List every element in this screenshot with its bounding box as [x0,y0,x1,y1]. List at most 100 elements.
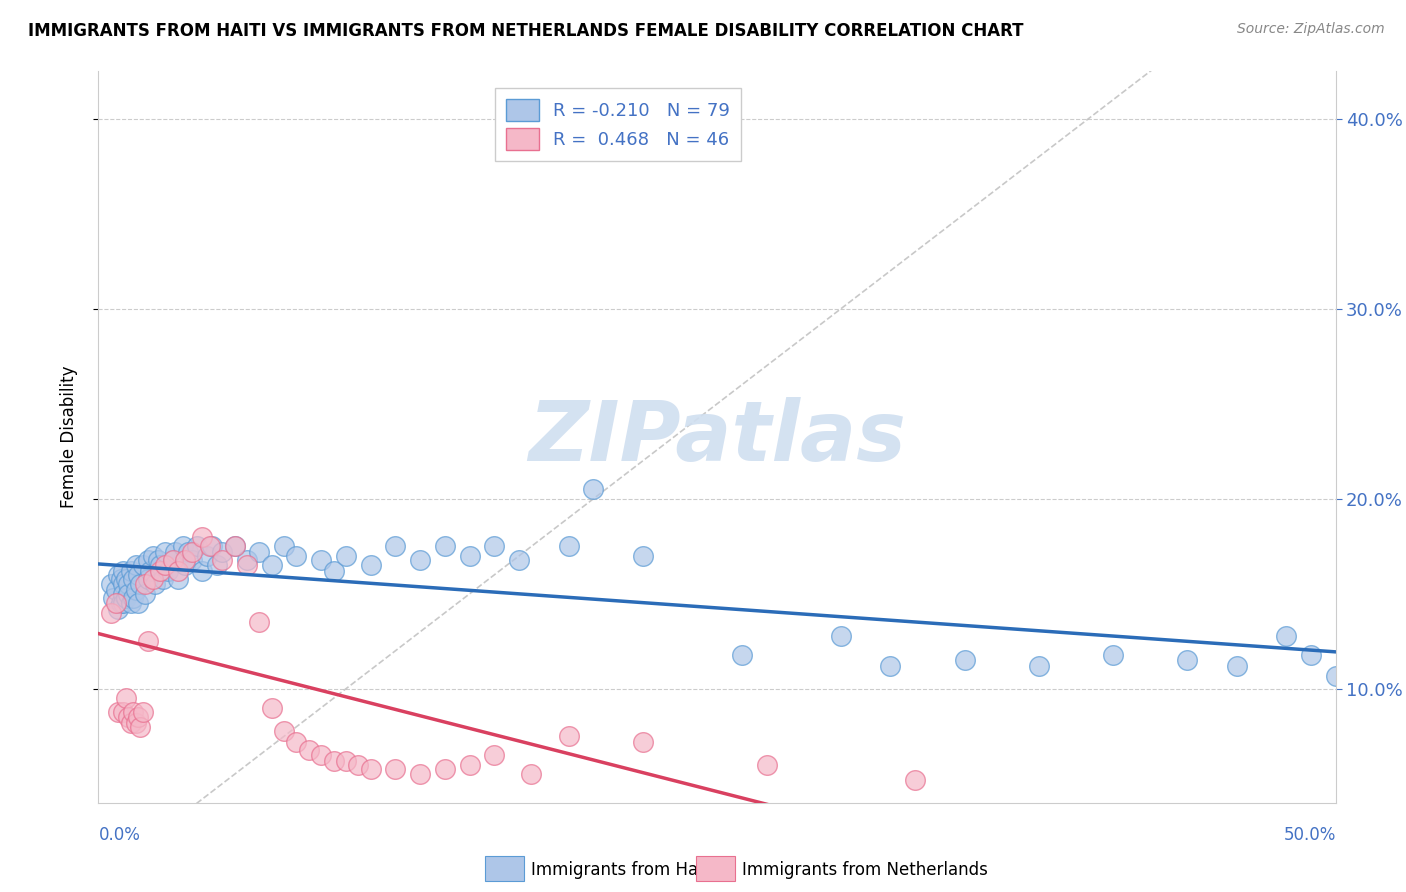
Point [127,567,149,582]
Point [155,558,177,573]
Point [134,577,156,591]
Point [484,539,506,553]
Point [181,552,204,566]
Point [360,762,382,776]
Point [122,591,145,605]
Point [409,767,432,781]
Point [191,564,214,578]
Point [433,762,456,776]
Point [127,596,149,610]
Text: 50.0%: 50.0% [1284,826,1336,844]
Point [174,558,197,573]
Y-axis label: Female Disability: Female Disability [59,366,77,508]
Point [484,748,506,763]
Point [879,659,901,673]
Point [335,549,357,563]
Point [1275,629,1298,643]
Text: IMMIGRANTS FROM HAITI VS IMMIGRANTS FROM NETHERLANDS FEMALE DISABILITY CORRELATI: IMMIGRANTS FROM HAITI VS IMMIGRANTS FROM… [28,22,1024,40]
Point [112,596,135,610]
Point [260,701,283,715]
Point [136,572,159,586]
Point [117,577,139,591]
Point [322,564,344,578]
Point [127,710,149,724]
Point [458,757,481,772]
Point [247,615,270,630]
Point [309,552,332,566]
Point [136,634,159,648]
Point [195,549,218,563]
Point [285,549,308,563]
Point [107,705,129,719]
Point [557,539,579,553]
Point [582,483,605,497]
Point [191,530,214,544]
Text: 0.0%: 0.0% [98,826,141,844]
Point [953,653,976,667]
Point [142,572,165,586]
Point [107,567,129,582]
Point [143,577,166,591]
Point [146,552,169,566]
Point [166,564,188,578]
Point [172,539,194,553]
Point [384,539,406,553]
Point [755,757,778,772]
Point [181,545,204,559]
Text: Source: ZipAtlas.com: Source: ZipAtlas.com [1237,22,1385,37]
Point [100,606,122,620]
Point [112,587,135,601]
Point [830,629,852,643]
Point [557,729,579,743]
Point [224,539,246,553]
Point [1102,648,1125,662]
Point [124,558,146,573]
Point [162,552,184,566]
Point [176,545,198,559]
Point [211,552,233,566]
Point [107,602,129,616]
Point [122,572,145,586]
Point [156,564,179,578]
Point [224,539,246,553]
Point [166,572,188,586]
Point [335,754,357,768]
Point [124,582,146,597]
Point [236,552,259,566]
Point [110,572,132,586]
Point [322,754,344,768]
Point [631,549,654,563]
Point [132,558,155,573]
Point [104,596,127,610]
Point [100,577,122,591]
Point [104,582,127,597]
Point [120,564,142,578]
Point [433,539,456,553]
Point [298,742,321,756]
Point [112,705,135,719]
Point [112,564,135,578]
Point [409,552,432,566]
Point [1324,668,1347,682]
Point [285,735,308,749]
Point [247,545,270,559]
Point [132,705,155,719]
Point [1175,653,1198,667]
Point [384,762,406,776]
Point [122,705,145,719]
Point [142,549,165,563]
Point [520,767,543,781]
Point [631,735,654,749]
Point [103,591,125,605]
Text: Immigrants from Netherlands: Immigrants from Netherlands [742,861,988,879]
Point [117,710,139,724]
Point [211,545,233,559]
Point [165,545,187,559]
Point [114,691,136,706]
Point [149,564,172,578]
Point [139,564,162,578]
Point [458,549,481,563]
Point [120,596,142,610]
Point [124,716,146,731]
Text: ZIPatlas: ZIPatlas [529,397,905,477]
